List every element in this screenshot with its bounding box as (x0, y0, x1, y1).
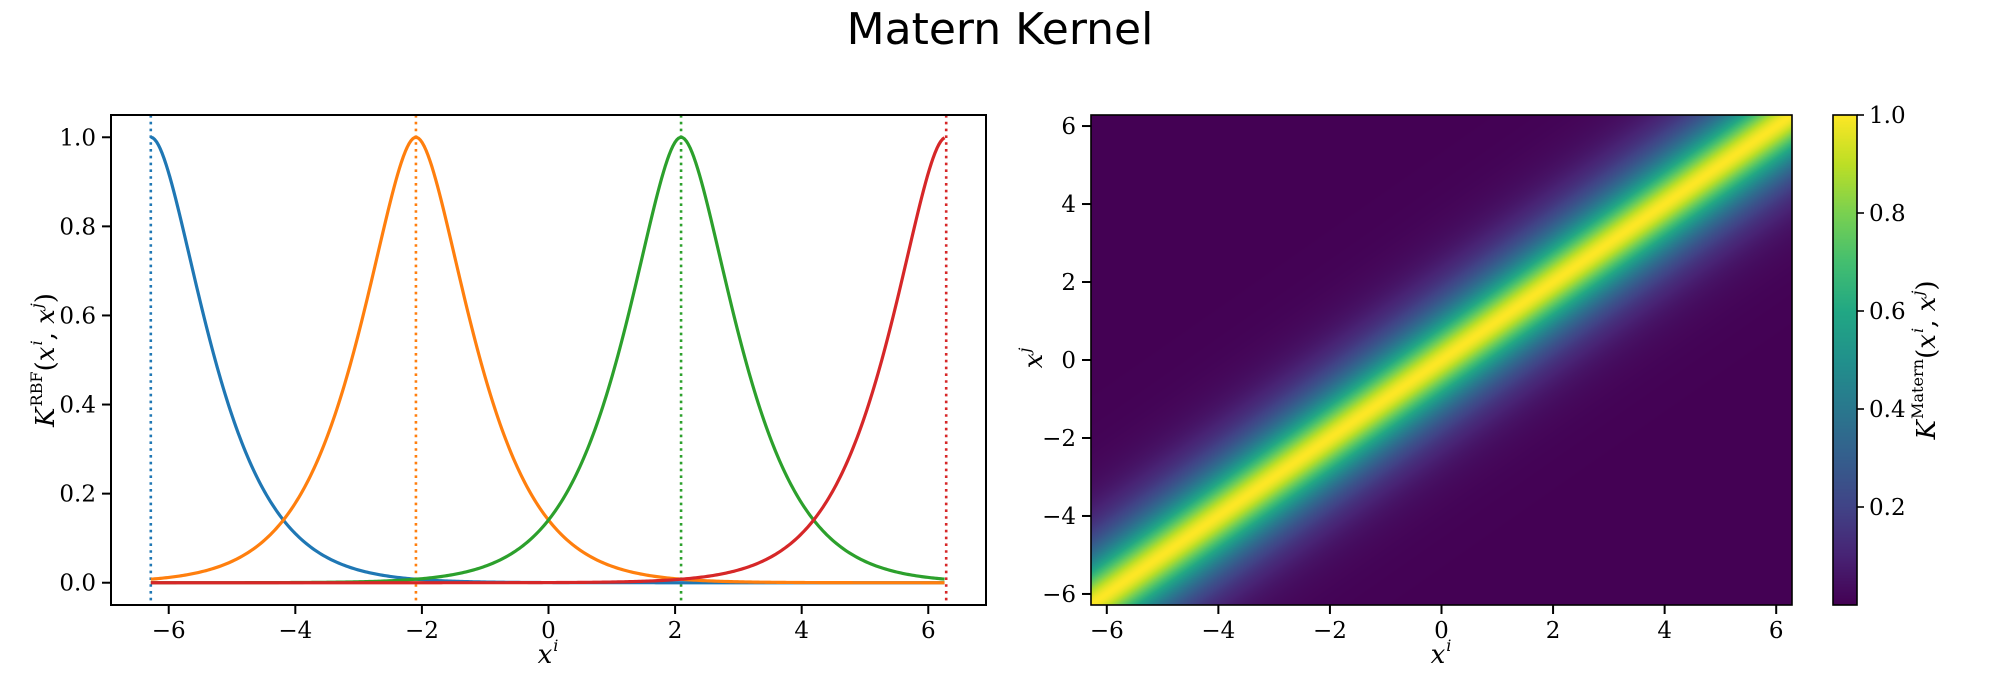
left-x-tick-label: 0 (541, 618, 556, 644)
heatmap-y-tick-label: 6 (1061, 114, 1076, 140)
kernel-slice-curve (150, 135, 945, 585)
heatmap-x-tick-label: 2 (1546, 618, 1561, 644)
left-x-tick-label: 2 (668, 618, 683, 644)
kernel-slice-curve (150, 135, 945, 585)
left-x-tick-label: −2 (405, 618, 439, 644)
heatmap-x-tick-label: 0 (1434, 618, 1449, 644)
left-y-tick-label: 0.2 (59, 482, 96, 508)
heatmap-frame (1090, 114, 1793, 606)
kernel-slice-curve (150, 136, 946, 585)
heatmap-x-tick-label: 6 (1769, 618, 1784, 644)
left-x-tick-label: 6 (921, 618, 936, 644)
left-plot-frame (110, 114, 987, 606)
colorbar-tick-label: 0.2 (1869, 495, 1906, 521)
colorbar-tick-label: 0.8 (1869, 201, 1906, 227)
colorbar-tick-label: 0.4 (1869, 397, 1906, 423)
heatmap-y-tick-label: −4 (1042, 504, 1076, 530)
heatmap-y-tick-label: −2 (1042, 426, 1076, 452)
left-y-tick-label: 0.4 (59, 393, 96, 419)
heatmap-x-tick-label: 4 (1657, 618, 1672, 644)
left-y-axis-label: KRBF(xi, xj) (27, 293, 61, 427)
right-x-axis-label: xi (1430, 636, 1452, 670)
right-y-axis-label: xj (1015, 347, 1049, 369)
heatmap-x-tick-label: −4 (1201, 618, 1235, 644)
left-x-tick-label: −4 (278, 618, 312, 644)
left-x-tick-label: −6 (152, 618, 186, 644)
colorbar-label: KMatern(xi, xj) (1908, 280, 1942, 440)
colorbar-gradient (1833, 115, 1857, 605)
left-y-tick-label: 0.6 (59, 303, 96, 329)
heatmap-x-tick-label: −6 (1090, 618, 1124, 644)
colorbar-tick-label: 1.0 (1869, 103, 1906, 129)
heatmap-y-tick-label: 2 (1061, 270, 1076, 296)
heatmap-y-tick-label: 0 (1061, 348, 1076, 374)
heatmap-x-tick-label: −2 (1313, 618, 1347, 644)
left-x-tick-label: 4 (794, 618, 809, 644)
colorbar-tick-label: 0.6 (1869, 299, 1906, 325)
figure-title: Matern Kernel (846, 4, 1154, 55)
matern-heatmap (1091, 115, 1792, 605)
left-y-tick-label: 0.0 (59, 571, 96, 597)
left-y-tick-label: 0.8 (59, 214, 96, 240)
colorbar-frame (1832, 114, 1858, 606)
kernel-slice-curve (150, 135, 945, 585)
left-y-tick-label: 1.0 (59, 125, 96, 151)
heatmap-y-tick-label: −6 (1042, 582, 1076, 608)
left-x-axis-label: xi (537, 636, 559, 670)
heatmap-y-tick-label: 4 (1061, 192, 1076, 218)
